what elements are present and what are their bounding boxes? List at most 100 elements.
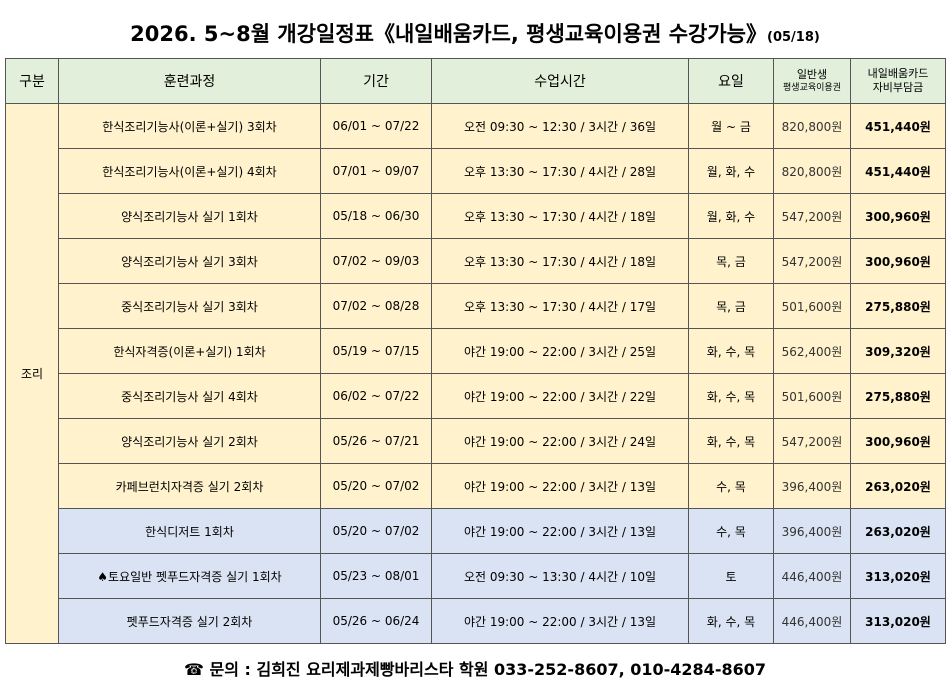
regular-price: 547,200원: [773, 193, 851, 239]
card-price: 451,440원: [850, 148, 946, 194]
header-line: 평생교육이용권: [783, 83, 841, 93]
period: 05/19 ~ 07/15: [320, 328, 432, 374]
header-cell: 내일배움카드 자비부담금: [850, 58, 946, 104]
regular-price: 501,600원: [773, 373, 851, 419]
card-price: 275,880원: [850, 373, 946, 419]
regular-price: 396,400원: [773, 463, 851, 509]
course-row: 카페브런치자격증 실기 2회차 05/20 ~ 07/02 야간 19:00 ~ 2…: [6, 463, 946, 509]
header-line: 일반생: [796, 68, 828, 81]
period: 06/02 ~ 07/22: [320, 373, 432, 419]
course-row: ♠토요일반 펫푸드자격증 실기 1회차 05/23 ~ 08/01 오전 09:30…: [6, 553, 946, 599]
card-price: 300,960원: [850, 193, 946, 239]
weekdays: 목, 금: [688, 238, 774, 284]
class-time: 오후 13:30 ~ 17:30 / 4시간 / 28일: [431, 148, 689, 194]
course-name: 카페브런치자격증 실기 2회차: [58, 463, 321, 509]
period: 05/23 ~ 08/01: [320, 553, 432, 599]
course-row: 중식조리기능사 실기 3회차 07/02 ~ 08/28 오후 13:30 ~ 17…: [6, 283, 946, 329]
card-price: 263,020원: [850, 463, 946, 509]
header-cell: 기간: [320, 58, 432, 104]
class-time: 야간 19:00 ~ 22:00 / 3시간 / 13일: [431, 508, 689, 554]
class-time: 야간 19:00 ~ 22:00 / 3시간 / 25일: [431, 328, 689, 374]
regular-price: 547,200원: [773, 238, 851, 284]
weekdays: 목, 금: [688, 283, 774, 329]
weekdays: 수, 목: [688, 463, 774, 509]
header-cell: 훈련과정: [58, 58, 321, 104]
regular-price: 820,800원: [773, 148, 851, 194]
regular-price: 501,600원: [773, 283, 851, 329]
title-main: 2026. 5~8월 개강일정표《내일배움카드, 평생교육이용권 수강가능》: [130, 22, 767, 46]
course-row: 양식조리기능사 실기 2회차 05/26 ~ 07/21 야간 19:00 ~ 22…: [6, 418, 946, 464]
header-row: 구분 훈련과정 기간 수업시간 요일 일반생 평생교육이용권 내일배움카드 자비부담금: [5, 58, 946, 104]
course-name: 한식자격증(이론+실기) 1회차: [58, 328, 321, 374]
card-price: 451,440원: [850, 103, 946, 149]
header-line: 내일배움카드: [867, 67, 929, 80]
period: 07/02 ~ 08/28: [320, 283, 432, 329]
course-row: 한식디저트 1회차 05/20 ~ 07/02 야간 19:00 ~ 22:00 /…: [6, 508, 946, 554]
group-cell: 조리: [5, 103, 59, 644]
class-time: 야간 19:00 ~ 22:00 / 3시간 / 13일: [431, 598, 689, 644]
period: 07/01 ~ 09/07: [320, 148, 432, 194]
regular-price: 547,200원: [773, 418, 851, 464]
title-date: (05/18): [767, 30, 820, 45]
class-time: 야간 19:00 ~ 22:00 / 3시간 / 24일: [431, 418, 689, 464]
regular-price: 446,400원: [773, 553, 851, 599]
card-price: 309,320원: [850, 328, 946, 374]
course-row: 양식조리기능사 실기 1회차 05/18 ~ 06/30 오후 13:30 ~ 17…: [6, 193, 946, 239]
header-cell: 요일: [688, 58, 774, 104]
course-name: 중식조리기능사 실기 4회차: [58, 373, 321, 419]
header-line: 자비부담금: [872, 81, 924, 94]
regular-price: 446,400원: [773, 598, 851, 644]
regular-price: 562,400원: [773, 328, 851, 374]
weekdays: 월 ~ 금: [688, 103, 774, 149]
weekdays: 수, 목: [688, 508, 774, 554]
period: 05/26 ~ 06/24: [320, 598, 432, 644]
card-price: 275,880원: [850, 283, 946, 329]
class-time: 오후 13:30 ~ 17:30 / 4시간 / 18일: [431, 193, 689, 239]
class-time: 오전 09:30 ~ 13:30 / 4시간 / 10일: [431, 553, 689, 599]
course-name: 중식조리기능사 실기 3회차: [58, 283, 321, 329]
weekdays: 화, 수, 목: [688, 598, 774, 644]
class-time: 오후 13:30 ~ 17:30 / 4시간 / 18일: [431, 238, 689, 284]
contact-footer: ☎ 문의 : 김희진 요리제과제빵바리스타 학원 033-252-8607, 0…: [184, 660, 766, 679]
course-name: 펫푸드자격증 실기 2회차: [58, 598, 321, 644]
class-time: 오후 13:30 ~ 17:30 / 4시간 / 17일: [431, 283, 689, 329]
weekdays: 화, 수, 목: [688, 373, 774, 419]
course-name: 한식조리기능사(이론+실기) 3회차: [58, 103, 321, 149]
table-body: 조리 한식조리기능사(이론+실기) 3회차 06/01 ~ 07/22 오전 09:3…: [5, 103, 946, 644]
period: 05/20 ~ 07/02: [320, 463, 432, 509]
title: 2026. 5~8월 개강일정표《내일배움카드, 평생교육이용권 수강가능》(0…: [0, 18, 950, 48]
course-name: 한식조리기능사(이론+실기) 4회차: [58, 148, 321, 194]
regular-price: 820,800원: [773, 103, 851, 149]
period: 06/01 ~ 07/22: [320, 103, 432, 149]
course-row: 펫푸드자격증 실기 2회차 05/26 ~ 06/24 야간 19:00 ~ 22:…: [6, 598, 946, 644]
course-row: 한식조리기능사(이론+실기) 4회차 07/01 ~ 09/07 오후 13:30 …: [6, 148, 946, 194]
course-name: 양식조리기능사 실기 3회차: [58, 238, 321, 284]
header-cell: 수업시간: [431, 58, 689, 104]
weekdays: 토: [688, 553, 774, 599]
weekdays: 월, 화, 수: [688, 193, 774, 239]
card-price: 313,020원: [850, 553, 946, 599]
period: 05/20 ~ 07/02: [320, 508, 432, 554]
card-price: 263,020원: [850, 508, 946, 554]
course-row: 한식자격증(이론+실기) 1회차 05/19 ~ 07/15 야간 19:00 ~ …: [6, 328, 946, 374]
class-time: 오전 09:30 ~ 12:30 / 3시간 / 36일: [431, 103, 689, 149]
class-time: 야간 19:00 ~ 22:00 / 3시간 / 22일: [431, 373, 689, 419]
card-price: 300,960원: [850, 238, 946, 284]
course-row: 조리 한식조리기능사(이론+실기) 3회차 06/01 ~ 07/22 오전 09:3…: [5, 103, 946, 644]
class-time: 야간 19:00 ~ 22:00 / 3시간 / 13일: [431, 463, 689, 509]
regular-price: 396,400원: [773, 508, 851, 554]
course-name: 양식조리기능사 실기 1회차: [58, 193, 321, 239]
header-cell: 구분: [5, 58, 59, 104]
period: 07/02 ~ 09/03: [320, 238, 432, 284]
card-price: 300,960원: [850, 418, 946, 464]
course-row: 양식조리기능사 실기 3회차 07/02 ~ 09/03 오후 13:30 ~ 17…: [6, 238, 946, 284]
course-name: 한식디저트 1회차: [58, 508, 321, 554]
schedule-table: 구분 훈련과정 기간 수업시간 요일 일반생 평생교육이용권 내일배움카드 자비부담금 조리 한식…: [5, 58, 946, 644]
period: 05/18 ~ 06/30: [320, 193, 432, 239]
course-name: 양식조리기능사 실기 2회차: [58, 418, 321, 464]
course-name: ♠토요일반 펫푸드자격증 실기 1회차: [58, 553, 321, 599]
weekdays: 화, 수, 목: [688, 418, 774, 464]
